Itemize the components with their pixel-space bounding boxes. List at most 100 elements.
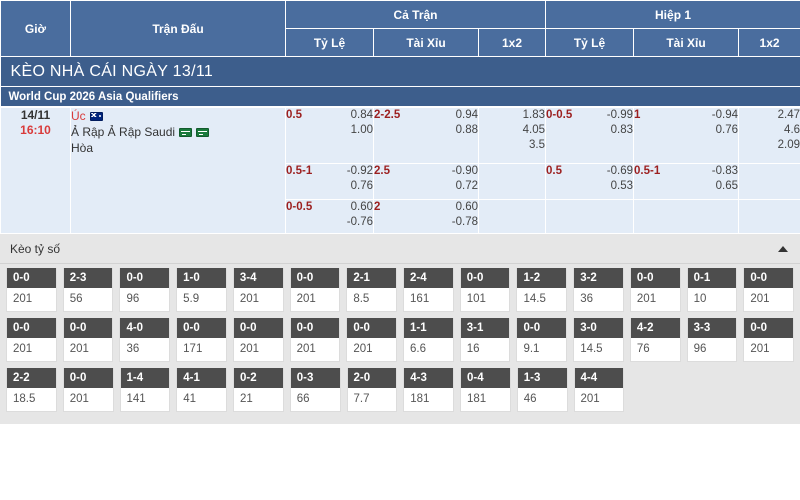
list-item[interactable]: 0-0 201 xyxy=(62,318,114,362)
list-item[interactable]: 2-0 7.7 xyxy=(346,368,398,412)
cell-h1-1x2-empty xyxy=(738,163,800,200)
score-cell-placeholder xyxy=(630,368,681,412)
score-badge: 0-0 xyxy=(630,268,680,288)
score-odd: 7.7 xyxy=(353,393,370,405)
odds-table-head: Giờ Trận Đấu Cả Trận Hiệp 1 Tỷ Lệ Tài Xỉ… xyxy=(0,0,800,57)
cell-ft-overunder-3[interactable]: 2 0.60 -0.78 xyxy=(373,199,479,234)
list-item[interactable]: 4-1 41 xyxy=(176,368,227,412)
list-item[interactable]: 3-3 96 xyxy=(686,318,738,362)
cell-ft-overunder-1[interactable]: 2-2.5 0.94 0.88 xyxy=(373,107,479,164)
score-badge: 4-1 xyxy=(177,368,226,388)
cell-h1-handicap-1[interactable]: 0-0.5 -0.99 0.83 xyxy=(545,107,635,164)
list-item[interactable]: 4-4 201 xyxy=(573,368,625,412)
score-odd: 96 xyxy=(126,293,140,305)
cell-ft-1x2[interactable]: 1.83 4.05 3.5 xyxy=(477,107,547,164)
h1-handicap-away-1: 0.83 xyxy=(610,124,634,136)
list-item[interactable]: 0-0 201 xyxy=(743,268,795,312)
score-badge: 1-3 xyxy=(517,368,567,388)
caret-up-icon[interactable] xyxy=(778,245,788,252)
score-badge: 4-0 xyxy=(120,318,170,338)
list-item[interactable]: 0-0 201 xyxy=(6,318,57,362)
flag-saudi-arabia-icon xyxy=(179,128,193,138)
list-item[interactable]: 3-4 201 xyxy=(232,268,284,312)
cell-h1-overunder-2[interactable]: 0.5-1 -0.83 0.65 xyxy=(633,163,740,200)
list-item[interactable]: 1-1 6.6 xyxy=(403,318,454,362)
score-badge: 1-2 xyxy=(517,268,567,288)
list-item[interactable]: 2-4 161 xyxy=(403,268,454,312)
score-odd: 181 xyxy=(410,393,430,405)
list-item[interactable]: 0-1 10 xyxy=(686,268,738,312)
score-odd: 10 xyxy=(693,293,707,305)
cell-ft-handicap-2[interactable]: 0.5-1 -0.92 0.76 xyxy=(285,163,374,200)
list-item[interactable]: 3-1 16 xyxy=(459,318,511,362)
cell-match: Úc Ả Rập Ả Rập Saudi Hòa xyxy=(70,107,286,234)
h1-1x2-draw: 4.6 xyxy=(784,124,800,136)
cell-h1-overunder-1[interactable]: 1 -0.94 0.76 xyxy=(633,107,740,164)
header-h1-handicap: Tỷ Lệ xyxy=(545,28,635,57)
list-item[interactable]: 0-0 201 xyxy=(232,318,284,362)
list-item[interactable]: 0-4 181 xyxy=(460,368,511,412)
h1-ou-over-2: -0.83 xyxy=(711,165,739,177)
ft-ou-line-3: 2 xyxy=(374,201,381,213)
list-item[interactable]: 0-0 201 xyxy=(743,318,795,362)
table-row[interactable]: 0.5-1 -0.92 0.76 2.5 -0.90 0.72 xyxy=(1,163,800,200)
list-item[interactable]: 3-0 14.5 xyxy=(573,318,624,362)
page-title: KÈO NHÀ CÁI NGÀY 13/11 xyxy=(0,57,800,87)
score-odd: 76 xyxy=(636,343,650,355)
ft-ou-under-1: 0.88 xyxy=(455,124,478,136)
list-item[interactable]: 0-0 201 xyxy=(62,368,114,412)
away-team-row[interactable]: Ả Rập Ả Rập Saudi xyxy=(71,124,285,140)
list-item[interactable]: 1-2 14.5 xyxy=(516,268,568,312)
list-item[interactable]: 3-2 36 xyxy=(573,268,624,312)
score-badge: 0-3 xyxy=(290,368,340,388)
list-item[interactable]: 2-1 8.5 xyxy=(346,268,398,312)
cell-ft-overunder-2[interactable]: 2.5 -0.90 0.72 xyxy=(373,163,479,200)
list-item[interactable]: 4-0 36 xyxy=(119,318,171,362)
list-item[interactable]: 0-0 201 xyxy=(289,268,341,312)
list-item[interactable]: 1-0 5.9 xyxy=(176,268,227,312)
list-item[interactable]: 0-0 201 xyxy=(289,318,341,362)
score-badge: 0-0 xyxy=(7,318,56,338)
list-item[interactable]: 0-0 201 xyxy=(629,268,681,312)
list-item[interactable]: 4-2 76 xyxy=(629,318,681,362)
ft-ou-over-1: 0.94 xyxy=(455,109,478,121)
h1-ou-line-1: 1 xyxy=(634,109,641,121)
list-item[interactable]: 1-4 141 xyxy=(119,368,171,412)
list-item[interactable]: 0-2 21 xyxy=(233,368,284,412)
correct-score-header[interactable]: Kèo tỷ số xyxy=(0,234,800,264)
cell-time: 14/11 16:10 xyxy=(0,107,71,234)
cell-ft-handicap-1[interactable]: 0.5 0.84 1.00 xyxy=(285,107,374,164)
list-item[interactable]: 0-3 66 xyxy=(289,368,341,412)
list-item[interactable]: 4-3 181 xyxy=(403,368,454,412)
table-row[interactable]: 0-0.5 0.60 -0.76 2 0.60 -0.78 xyxy=(1,199,800,234)
score-badge: 0-2 xyxy=(234,368,283,388)
list-item[interactable]: 2-3 56 xyxy=(62,268,114,312)
list-item[interactable]: 0-0 201 xyxy=(6,268,57,312)
cell-h1-handicap-2[interactable]: 0.5 -0.69 0.53 xyxy=(545,163,635,200)
list-item[interactable]: 2-2 18.5 xyxy=(6,368,57,412)
ft-handicap-home-3: 0.60 xyxy=(350,201,373,213)
score-badge: 0-0 xyxy=(7,268,56,288)
list-item[interactable]: 0-0 101 xyxy=(459,268,511,312)
table-row[interactable]: 14/11 16:10 Úc Ả Rập Ả Rập Saudi Hòa xyxy=(0,107,800,234)
score-badge: 0-0 xyxy=(347,318,397,338)
h1-handicap-home-2: -0.69 xyxy=(606,165,634,177)
cell-ft-handicap-3[interactable]: 0-0.5 0.60 -0.76 xyxy=(285,199,374,234)
list-item[interactable]: 0-0 171 xyxy=(176,318,227,362)
header-ft-over-under: Tài Xỉu xyxy=(373,28,479,57)
score-odd: 171 xyxy=(183,343,203,355)
score-badge: 2-2 xyxy=(7,368,56,388)
league-bar[interactable]: World Cup 2026 Asia Qualifiers xyxy=(0,87,800,107)
list-item[interactable]: 1-3 46 xyxy=(516,368,568,412)
home-team-row[interactable]: Úc xyxy=(71,108,285,124)
list-item[interactable]: 0-0 96 xyxy=(119,268,171,312)
cell-h1-1x2[interactable]: 2.47 4.6 2.09 xyxy=(738,107,800,164)
score-badge: 2-4 xyxy=(404,268,453,288)
score-badge: 0-0 xyxy=(63,368,113,388)
ft-handicap-away-3: -0.76 xyxy=(346,216,373,228)
odds-table: Giờ Trận Đấu Cả Trận Hiệp 1 Tỷ Lệ Tài Xỉ… xyxy=(0,0,800,234)
list-item[interactable]: 0-0 201 xyxy=(346,318,398,362)
score-odd: 201 xyxy=(296,293,316,305)
list-item[interactable]: 0-0 9.1 xyxy=(516,318,568,362)
score-odd: 9.1 xyxy=(523,343,540,355)
